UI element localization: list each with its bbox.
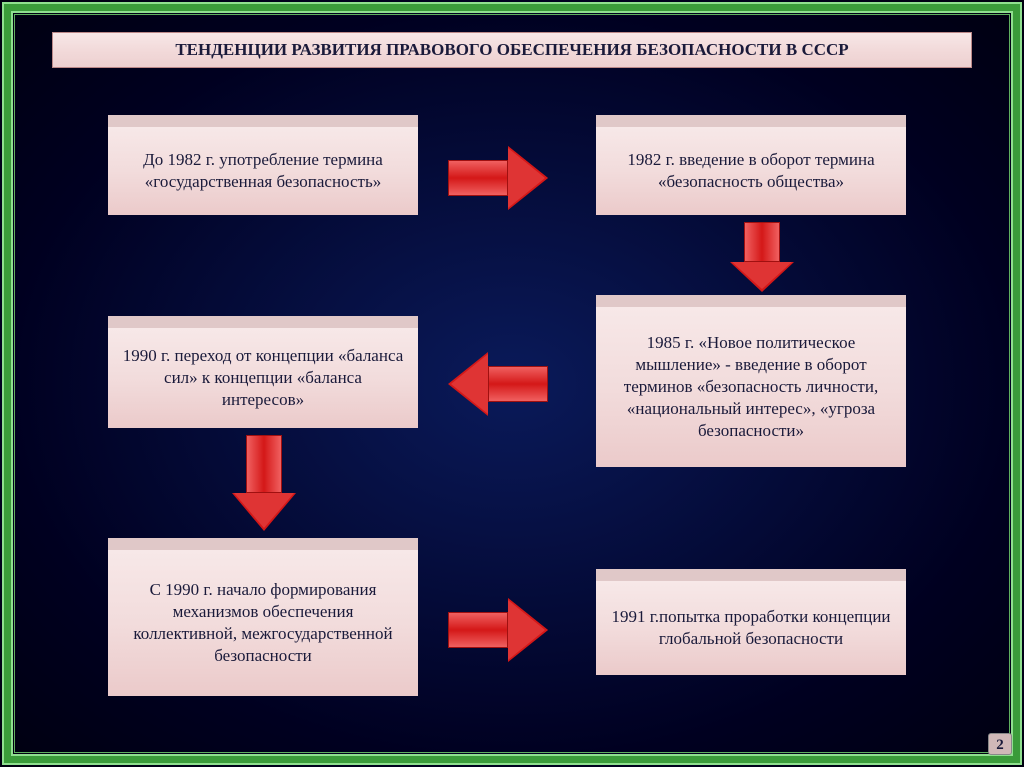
flow-node-text: С 1990 г. начало формирования механизмов… xyxy=(122,579,404,667)
flow-arrow-a1 xyxy=(448,146,548,210)
flow-node-text: До 1982 г. употребление термина «государ… xyxy=(122,149,404,193)
flow-arrow-a5 xyxy=(448,598,548,662)
flow-arrow-a3 xyxy=(448,352,548,416)
flow-node-text: 1990 г. переход от концепции «баланса си… xyxy=(122,345,404,411)
flow-node-n5: С 1990 г. начало формирования механизмов… xyxy=(108,538,418,696)
page-number: 2 xyxy=(988,733,1012,755)
slide-title: ТЕНДЕНЦИИ РАЗВИТИЯ ПРАВОВОГО ОБЕСПЕЧЕНИЯ… xyxy=(52,32,972,68)
flow-arrow-a4 xyxy=(232,435,296,531)
slide-title-text: ТЕНДЕНЦИИ РАЗВИТИЯ ПРАВОВОГО ОБЕСПЕЧЕНИЯ… xyxy=(175,40,848,60)
flow-node-n4: 1985 г. «Новое политическое мышление» - … xyxy=(596,295,906,467)
flow-node-text: 1982 г. введение в оборот термина «безоп… xyxy=(610,149,892,193)
page-number-value: 2 xyxy=(996,737,1004,753)
flow-node-text: 1985 г. «Новое политическое мышление» - … xyxy=(610,332,892,442)
flow-node-n1: До 1982 г. употребление термина «государ… xyxy=(108,115,418,215)
flow-node-n2: 1982 г. введение в оборот термина «безоп… xyxy=(596,115,906,215)
flow-arrow-a2 xyxy=(730,222,794,292)
flow-node-n6: 1991 г.попытка проработки концепции глоб… xyxy=(596,569,906,675)
flow-node-text: 1991 г.попытка проработки концепции глоб… xyxy=(610,606,892,650)
flow-node-n3: 1990 г. переход от концепции «баланса си… xyxy=(108,316,418,428)
